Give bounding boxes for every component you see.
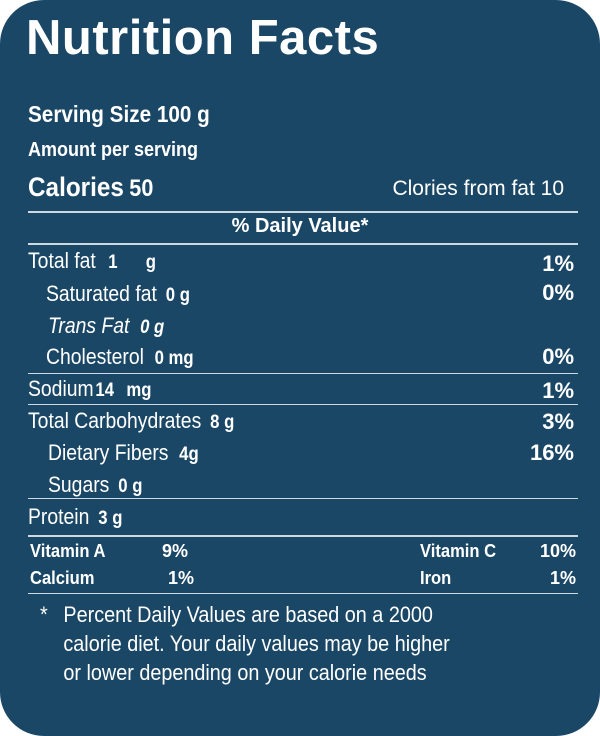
sodium-label: Sodium — [28, 376, 94, 401]
total-fat-row: Total fat 1 g — [28, 248, 156, 274]
cholesterol-label: Cholesterol — [46, 344, 144, 369]
vitamin-c-dv: 10% — [539, 541, 576, 561]
saturated-fat-value: 0 g — [165, 285, 190, 306]
daily-value-header: % Daily Value* — [231, 215, 369, 237]
footnote: * Percent Daily Values are based on a 20… — [40, 600, 544, 687]
vitamin-a-label: Vitamin A — [30, 541, 106, 561]
divider — [28, 593, 578, 594]
total-fat-value: 1 — [108, 252, 118, 273]
sodium-unit: mg — [126, 380, 152, 401]
calories-from-fat: Clories from fat 10 — [392, 177, 564, 200]
calories-label: Calories — [28, 172, 124, 202]
iron-label: Iron — [420, 568, 452, 588]
saturated-fat-dv: 0% — [542, 280, 574, 305]
calories-row: Calories 50 — [28, 172, 153, 203]
dietary-fibers-label: Dietary Fibers — [48, 440, 169, 465]
saturated-fat-label: Saturated fat — [46, 281, 157, 306]
dietary-fibers-value: 4g — [179, 444, 199, 465]
saturated-fat-row: Saturated fat 0 g — [46, 281, 190, 307]
footnote-line: or lower depending on your calorie needs — [63, 660, 427, 685]
total-fat-unit: g — [145, 252, 157, 273]
cholesterol-row: Cholesterol 0 mg — [46, 344, 194, 370]
total-carbohydrates-dv: 3% — [542, 409, 574, 434]
cholesterol-dv: 0% — [542, 344, 574, 369]
total-carbohydrates-label: Total Carbohydrates — [28, 408, 202, 433]
divider — [28, 404, 578, 405]
calcium-dv: 1% — [168, 568, 195, 588]
sugars-row: Sugars 0 g — [48, 472, 142, 498]
footnote-line: calorie diet. Your daily values may be h… — [63, 631, 450, 656]
vitamin-c-label: Vitamin C — [420, 541, 497, 561]
protein-value: 3 g — [98, 508, 123, 529]
total-carbohydrates-row: Total Carbohydrates 8 g — [28, 408, 234, 434]
serving-size: Serving Size 100 g — [28, 101, 210, 127]
cholesterol-value: 0 mg — [154, 348, 194, 369]
trans-fat-value: 0 g — [140, 317, 165, 338]
iron-dv: 1% — [549, 568, 576, 588]
footnote-line: Percent Daily Values are based on a 2000 — [63, 602, 433, 627]
footnote-star: * — [40, 602, 48, 627]
sodium-dv: 1% — [542, 378, 574, 403]
nutrition-facts-title: Nutrition Facts — [26, 11, 380, 65]
protein-row: Protein 3 g — [28, 504, 122, 530]
dietary-fibers-dv: 16% — [529, 440, 574, 465]
divider — [28, 535, 578, 537]
amount-per-serving: Amount per serving — [28, 139, 199, 161]
sugars-label: Sugars — [48, 472, 110, 497]
total-carbohydrates-value: 8 g — [210, 412, 235, 433]
sugars-value: 0 g — [118, 476, 143, 497]
trans-fat-row: Trans Fat 0 g — [48, 313, 164, 339]
trans-fat-label: Trans Fat — [48, 313, 130, 338]
dietary-fibers-row: Dietary Fibers 4g — [48, 440, 199, 466]
total-fat-label: Total fat — [28, 248, 96, 273]
sodium-value: 14 — [95, 380, 115, 401]
divider — [28, 243, 578, 245]
calcium-label: Calcium — [30, 568, 95, 588]
divider — [28, 211, 578, 213]
divider — [28, 498, 578, 499]
protein-label: Protein — [28, 504, 90, 529]
total-fat-dv: 1% — [542, 251, 574, 276]
sodium-row: Sodium14 mg — [28, 376, 152, 402]
vitamin-a-dv: 9% — [162, 541, 189, 561]
divider — [28, 373, 578, 374]
calories-value: 50 — [129, 175, 154, 202]
